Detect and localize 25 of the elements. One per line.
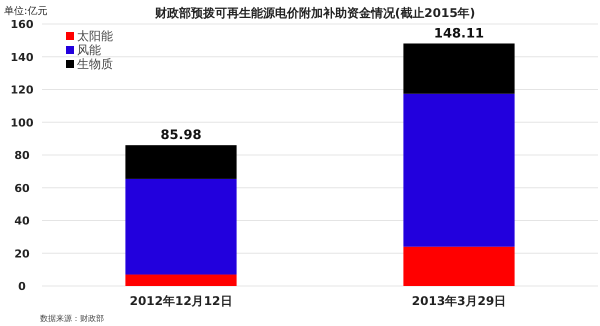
y-tick-label: 20	[14, 247, 30, 260]
x-tick-label: 2012年12月12日	[130, 294, 232, 308]
chart-title: 财政部预拨可再生能源电价附加补助资金情况(截止2015年)	[154, 6, 476, 20]
y-tick-label: 140	[10, 50, 34, 64]
bar	[403, 246, 515, 286]
y-tick-label: 160	[10, 18, 34, 31]
y-tick-label: 120	[10, 84, 34, 96]
total-label: 85.98	[160, 128, 202, 144]
y-tick-label: 100	[10, 116, 34, 130]
y-tick-label: 80	[14, 149, 30, 162]
total-label: 148.11	[434, 26, 484, 42]
legend-label: 生物质	[77, 57, 113, 71]
bar	[125, 274, 237, 286]
y-axis-title: 单位:亿元	[4, 5, 48, 17]
y-tick-label: 60	[14, 182, 30, 195]
bar	[125, 178, 237, 275]
bar	[403, 94, 515, 247]
bar	[403, 43, 515, 94]
y-tick-label: 0	[18, 280, 26, 293]
legend-label: 太阳能	[77, 29, 113, 43]
source-note: 数据来源：财政部	[40, 314, 104, 323]
legend-label: 风能	[77, 43, 101, 57]
bar	[125, 145, 237, 179]
x-tick-label: 2013年3月29日	[412, 294, 506, 308]
y-tick-label: 40	[14, 214, 30, 228]
